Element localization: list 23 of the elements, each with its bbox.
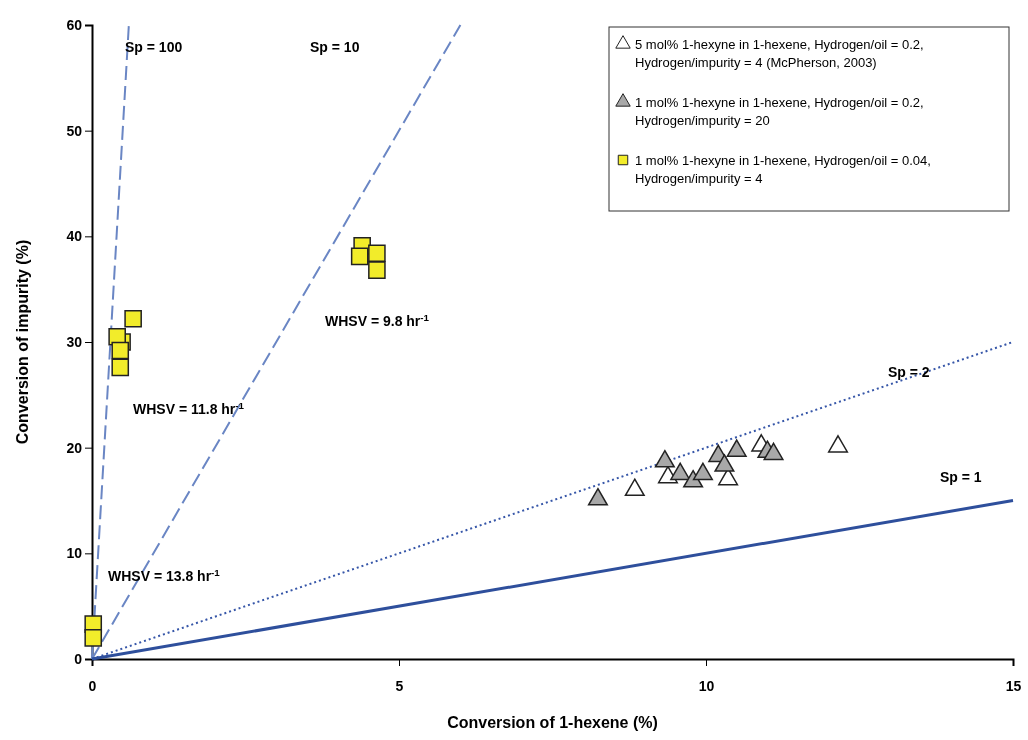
y-tick-label: 60	[66, 16, 83, 33]
annotation: Sp = 100	[125, 39, 183, 55]
y-tick-label: 0	[74, 650, 83, 667]
annotation: WHSV = 9.8 hr$^{-1}$	[325, 311, 430, 329]
y-tick-label: 30	[66, 333, 83, 350]
annotation: Sp = 10	[310, 39, 360, 55]
x-tick-label: 10	[698, 678, 715, 695]
y-tick-label: 40	[66, 228, 83, 245]
x-axis-title: Conversion of 1-hexene (%)	[447, 714, 658, 731]
legend-label: 1 mol% 1-hexyne in 1-hexene, Hydrogen/oil = 0.2, Hydrogen/impurity = 20	[635, 95, 924, 128]
y-tick-label: 20	[66, 439, 83, 456]
annotation: Sp = 2	[888, 364, 930, 380]
annotation: WHSV = 11.8 hr$^{-1}$	[133, 399, 245, 417]
legend-label: 5 mol% 1-hexyne in 1-hexene, Hydrogen/oil = 0.2, Hydrogen/impurity = 4 (McPherson, 2003)	[635, 37, 924, 70]
annotation: Sp = 1	[940, 469, 982, 485]
y-tick-label: 50	[66, 122, 83, 139]
y-axis-title: Conversion of impurity (%)	[14, 239, 31, 445]
legend-label: 1 mol% 1-hexyne in 1-hexene, Hydrogen/oil = 0.04, Hydrogen/impurity = 4	[635, 153, 931, 186]
x-tick-label: 5	[395, 678, 404, 695]
x-tick-label: 15	[1005, 678, 1022, 695]
x-tick-label: 0	[88, 678, 97, 695]
annotation: WHSV = 13.8 hr$^{-1}$	[108, 566, 221, 584]
y-tick-label: 10	[66, 545, 83, 562]
